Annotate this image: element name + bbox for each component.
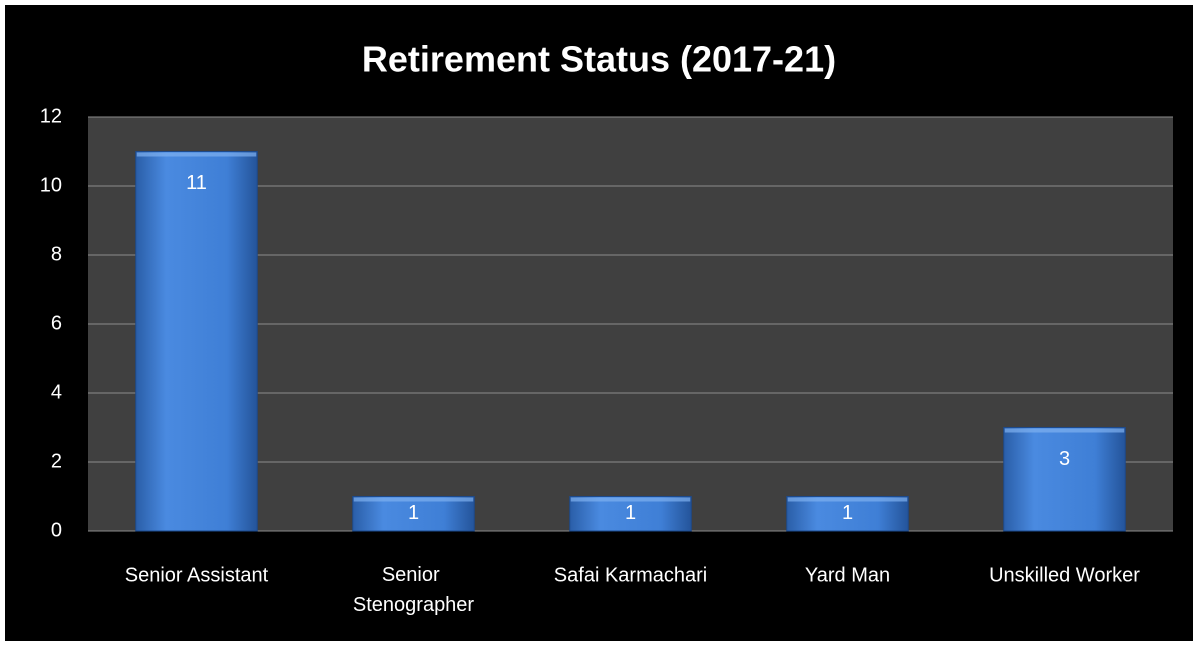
x-tick-label: Safai Karmachari xyxy=(554,564,707,586)
y-tick-label: 12 xyxy=(40,105,62,127)
bar xyxy=(1003,427,1126,532)
bar xyxy=(352,496,475,532)
data-label: 3 xyxy=(1059,448,1070,470)
bar-bevel xyxy=(570,497,691,502)
bar-bevel xyxy=(353,497,474,502)
data-label: 1 xyxy=(842,502,853,524)
x-tick-label: Senior Stenographer xyxy=(353,564,475,616)
bar-bevel xyxy=(1004,428,1125,433)
bar-bevel xyxy=(136,152,257,157)
data-label: 1 xyxy=(625,502,636,524)
x-tick-label: Yard Man xyxy=(805,564,890,586)
y-tick-label: 10 xyxy=(40,174,62,196)
x-tick-label: Senior Assistant xyxy=(125,564,269,586)
bar xyxy=(786,496,909,532)
y-tick-label: 6 xyxy=(51,312,62,334)
chart-title: Retirement Status (2017-21) xyxy=(362,39,836,80)
y-tick-label: 2 xyxy=(51,450,62,472)
y-tick-label: 8 xyxy=(51,243,62,265)
data-label: 1 xyxy=(408,502,419,524)
y-tick-label: 4 xyxy=(51,381,62,403)
bar-bevel xyxy=(787,497,908,502)
bar xyxy=(135,151,258,532)
x-tick-label: Unskilled Worker xyxy=(989,564,1140,586)
bar xyxy=(569,496,692,532)
data-label: 11 xyxy=(186,172,207,194)
y-tick-label: 0 xyxy=(51,519,62,541)
